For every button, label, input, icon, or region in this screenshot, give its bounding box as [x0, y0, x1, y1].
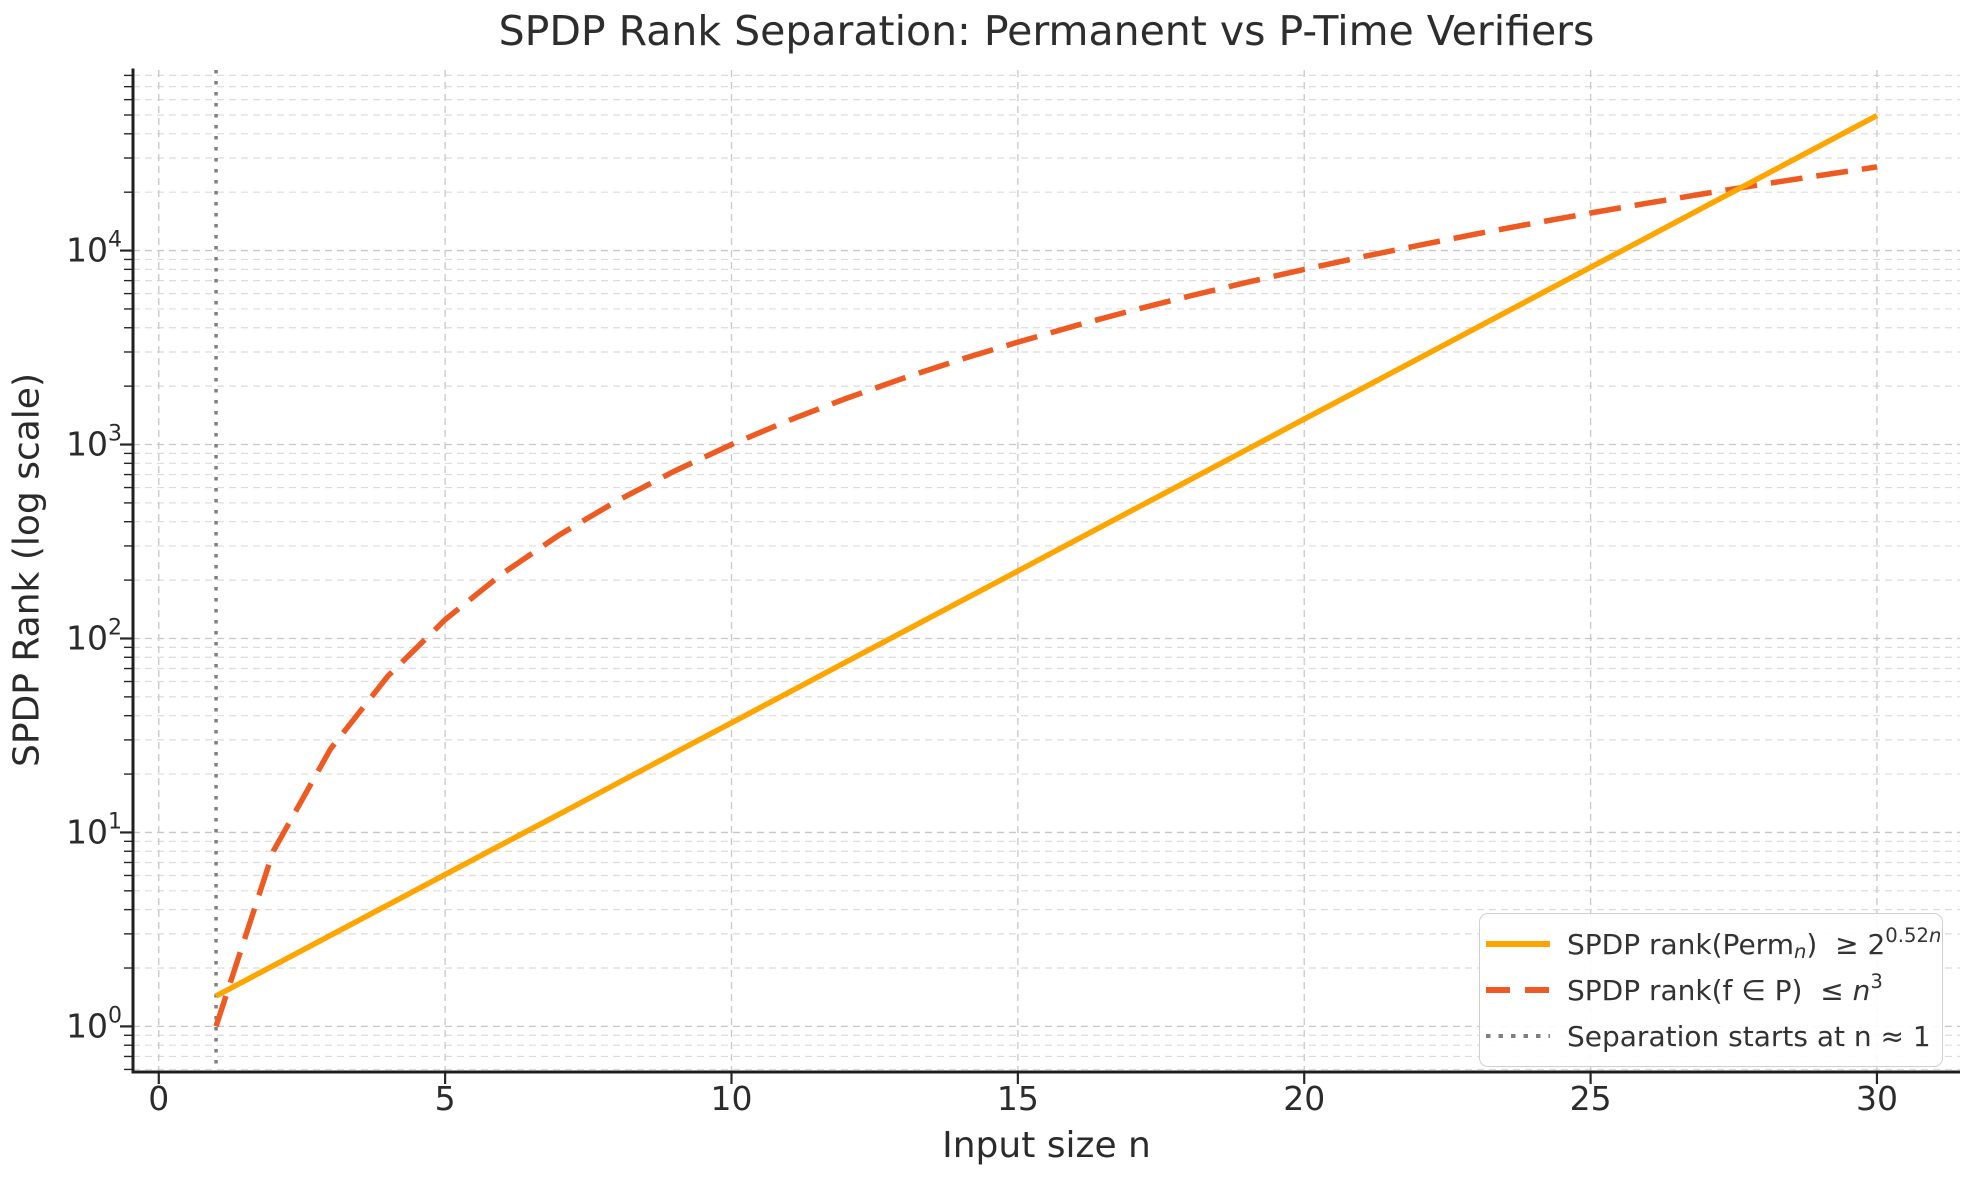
x-tick-label: 20 — [1283, 1079, 1325, 1118]
legend-swatch-dashed — [1486, 987, 1550, 993]
legend-label-ptime: SPDP rank(f ∈ P) ≤ n3 — [1567, 970, 1883, 1007]
legend-swatch-solid — [1486, 941, 1550, 947]
x-tick-label: 5 — [435, 1079, 456, 1118]
ptime-curve — [213, 164, 1878, 1028]
chart-title: SPDP Rank Separation: Permanent vs P-Tim… — [498, 7, 1595, 55]
y-axis-label: SPDP Rank (log scale) — [6, 373, 48, 767]
x-axis-label: Input size n — [942, 1125, 1151, 1166]
x-tick-label: 25 — [1570, 1079, 1612, 1118]
legend-label-separation: Separation starts at n ≈ 1 — [1567, 1019, 1931, 1053]
y-tick-label: 104 — [66, 228, 122, 270]
x-tick-label: 0 — [148, 1079, 169, 1118]
y-tick-label: 101 — [66, 809, 122, 851]
legend-row-perm: SPDP rank(Permn) ≥ 20.52n — [1486, 924, 1942, 964]
legend-row-separation: Separation starts at n ≈ 1 — [1486, 1020, 1942, 1053]
y-tick-label: 103 — [66, 422, 122, 464]
legend-row-ptime: SPDP rank(f ∈ P) ≤ n3 — [1486, 970, 1942, 1007]
legend-label-perm: SPDP rank(Permn) ≥ 20.52n — [1567, 924, 1942, 964]
legend: SPDP rank(Permn) ≥ 20.52n SPDP rank(f ∈ P… — [1479, 913, 1943, 1067]
y-tick-label: 100 — [66, 1003, 122, 1045]
legend-swatch-dotted — [1486, 1033, 1550, 1039]
x-tick-label: 30 — [1856, 1079, 1898, 1118]
y-tick-label: 102 — [66, 615, 122, 657]
x-tick-label: 15 — [997, 1079, 1039, 1118]
perm-curve — [214, 113, 1879, 999]
x-tick-label: 10 — [711, 1079, 753, 1118]
